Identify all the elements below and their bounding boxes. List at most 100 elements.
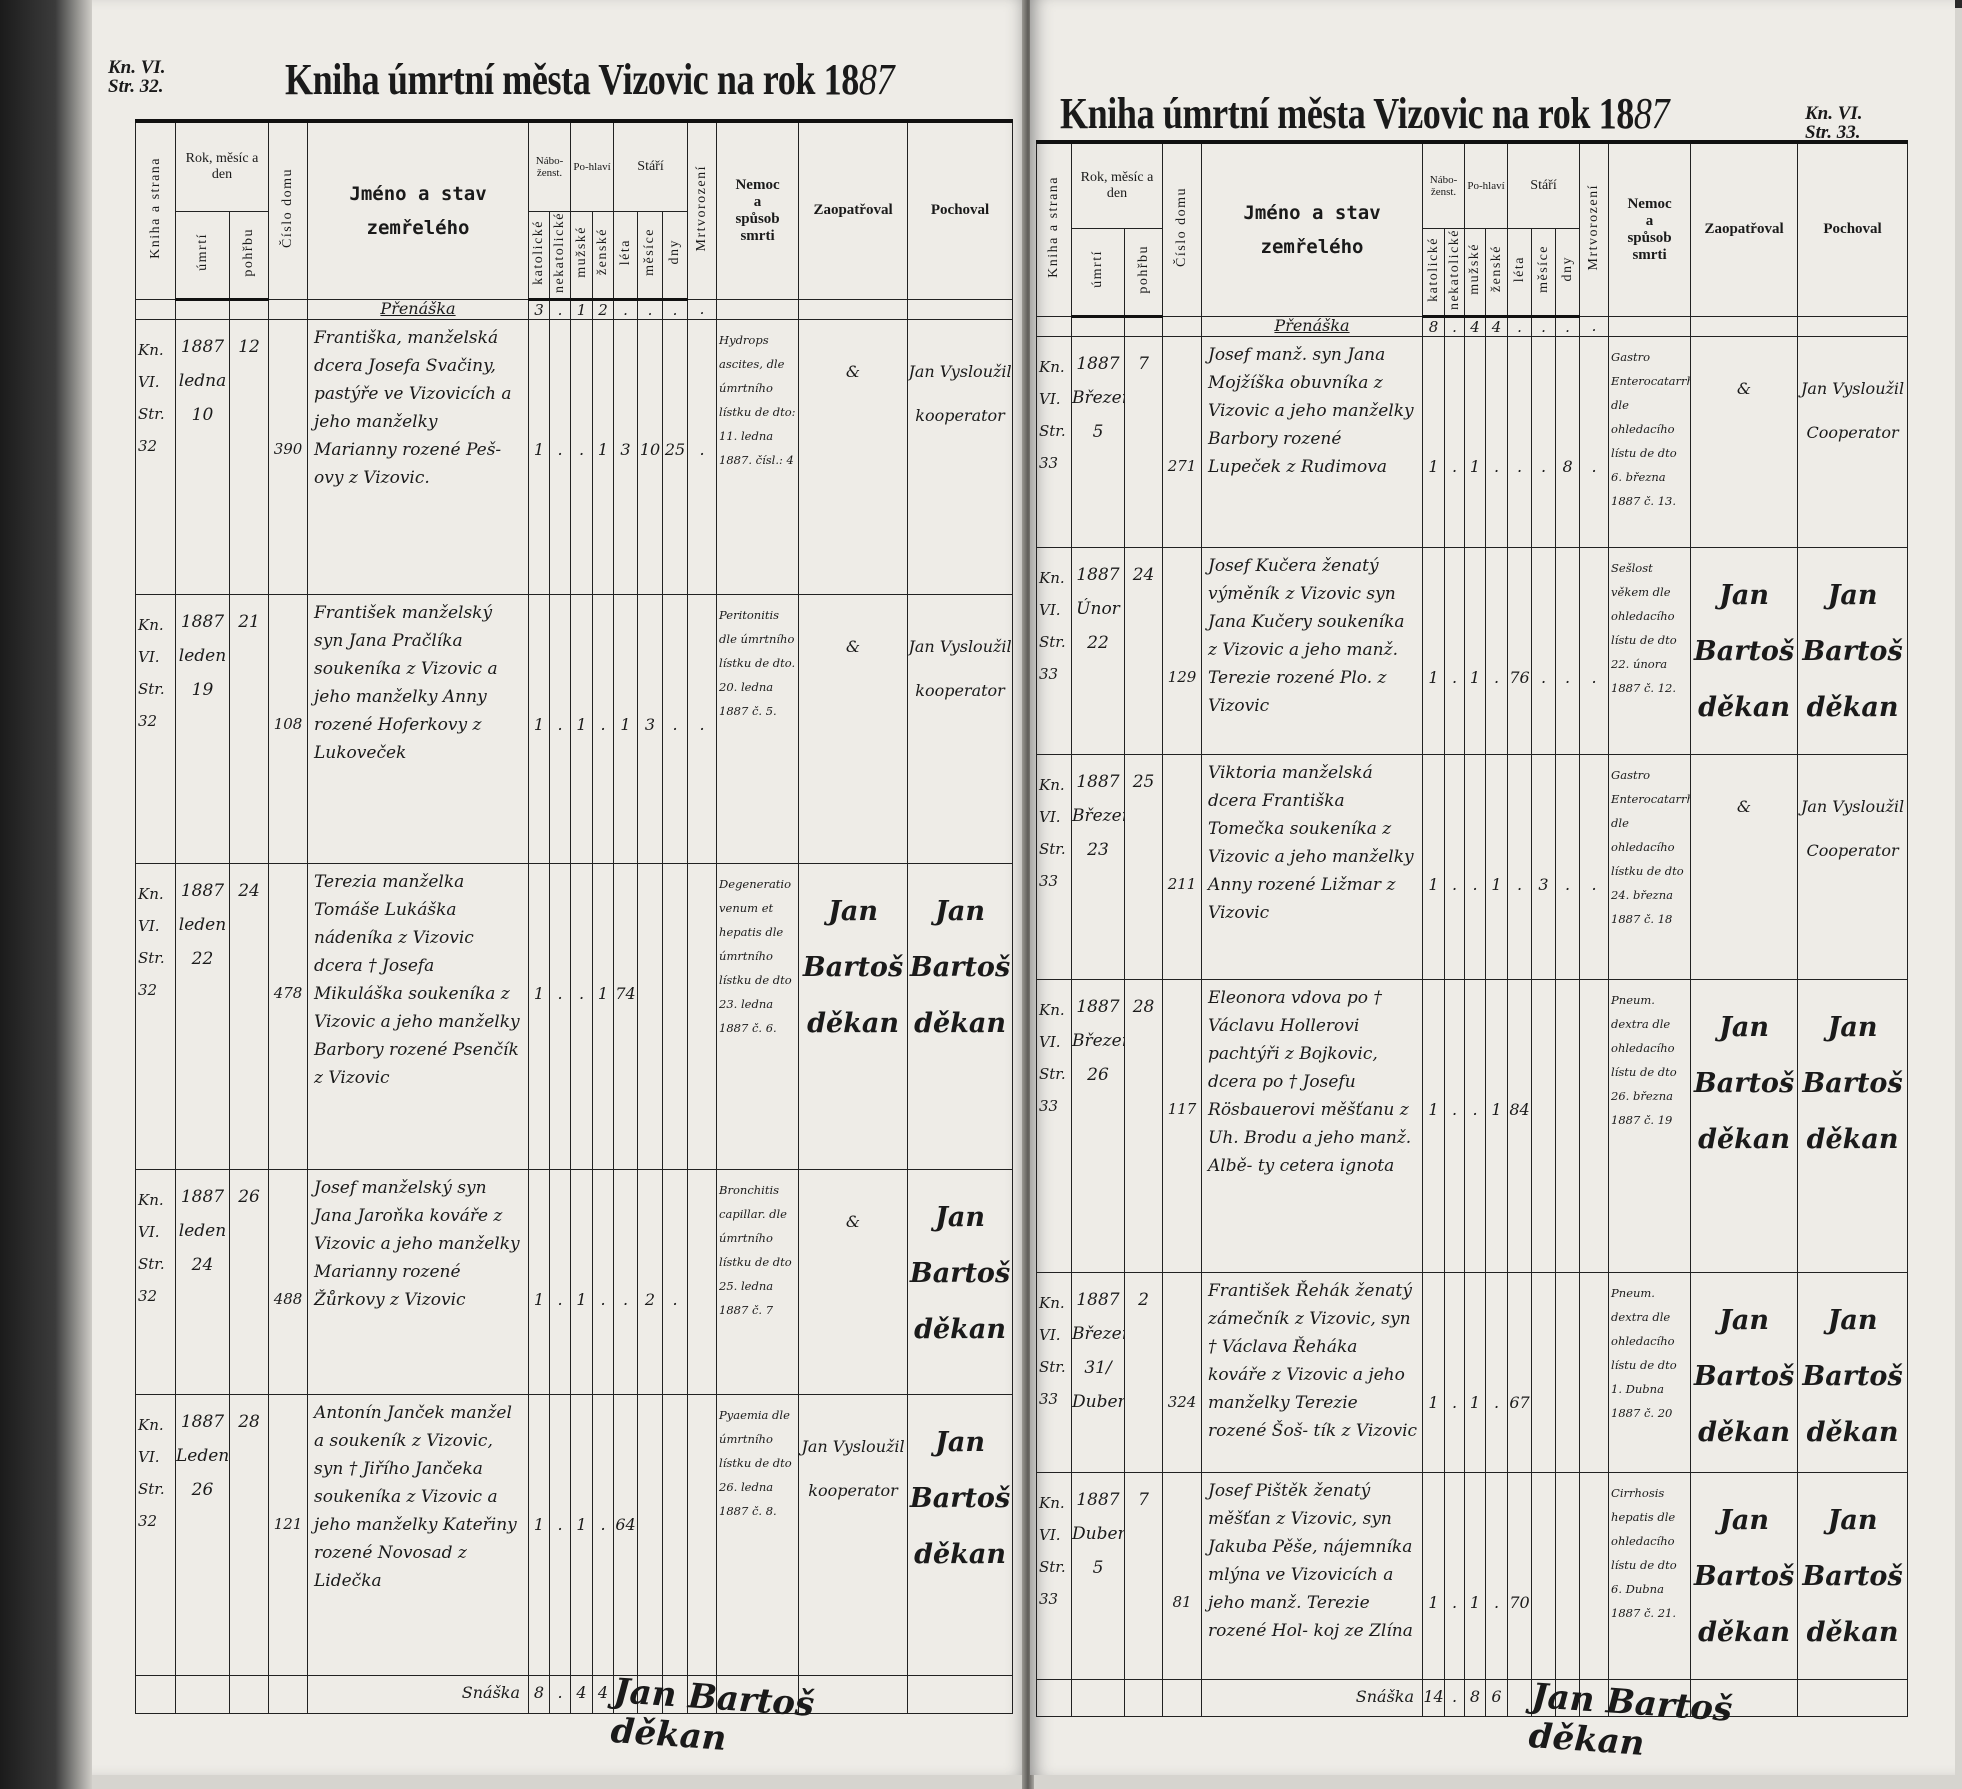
entry-kniha: Kn. VI. Str. 33 (1036, 546, 1072, 755)
entry-dny (1555, 1471, 1581, 1680)
entry-zaopatroval: Jan Bartoš děkan (798, 862, 909, 1170)
col-mrtvorozeni-label: Mrtvorození (1586, 184, 1602, 271)
col-nemoc: Nemoc a spůsob smrti (716, 120, 800, 300)
page-reference: Kn. VI. Str. 32. (108, 58, 166, 96)
col-nekatolicke-label: nekatolické (552, 211, 568, 293)
entry-mesice (1531, 978, 1557, 1273)
entry-muzske: 1 (1464, 1471, 1487, 1680)
empty-cell (175, 298, 230, 320)
entry-umrti: 1887 Duben 5 (1071, 1471, 1125, 1680)
entry-cislo-domu: 108 (268, 593, 309, 864)
col-muzske: mužské (570, 210, 594, 301)
entry-kniha: Kn. VI. Str. 32 (135, 862, 176, 1170)
entry-mrtvorozeni: . (1579, 335, 1610, 548)
title-printed: Kniha úmrtní města Vizovic na rok 18 (285, 55, 859, 104)
empty-cell (1123, 1678, 1164, 1717)
col-cislo-domu: Číslo domu (1162, 141, 1203, 317)
col-stari: Stáří (613, 120, 689, 212)
col-stari-label: Stáří (637, 158, 664, 174)
entry-pohrbu: 25 (1123, 753, 1164, 980)
carry-over-muzske: 1 (570, 298, 594, 320)
entry-umrti: 1887 Březen 23 (1071, 753, 1125, 980)
col-mesice: měsíce (1531, 227, 1557, 318)
entry-pochoval: Jan Bartoš děkan (1797, 1471, 1909, 1680)
entry-mesice (637, 1393, 664, 1676)
entry-zenske: . (1485, 546, 1509, 755)
entry-zaopatroval: Jan Vysloužil kooperator (798, 1393, 909, 1676)
header-row-top: Kniha a strana Rok, měsíc a den Číslo domu… (1036, 141, 1909, 317)
entry-zaopatroval: Jan Bartoš děkan (1690, 1271, 1799, 1473)
entry-mrtvorozeni: . (1579, 546, 1610, 755)
col-nabozenstvi: Nábo-ženst. (1422, 141, 1466, 229)
title-printed: Kniha úmrtní města Vizovic na rok 18 (1060, 89, 1634, 138)
col-zaopatroval-label: Zaopatřoval (1704, 221, 1784, 238)
entry-leta: 3 (613, 318, 639, 595)
entry-katolicke: 1 (1422, 978, 1446, 1273)
empty-cell (135, 298, 176, 320)
entry-mrtvorozeni (1579, 1471, 1610, 1680)
entry-mesice: 2 (637, 1168, 664, 1395)
entry-katolicke: 1 (1422, 753, 1446, 980)
entry-jmeno: Josef Kučera ženatý výměník z Vizovic sy… (1201, 546, 1424, 755)
col-jmeno-a-stav: Jméno a stav zemřelého (1201, 141, 1424, 317)
col-leta-label: léta (617, 238, 633, 266)
entry-pochoval: Jan Vysloužil Cooperator (1797, 335, 1909, 548)
col-zaopatroval-label: Zaopatřoval (813, 202, 893, 219)
entry-nekatolicke: . (1444, 335, 1466, 548)
entry-katolicke: 1 (1422, 335, 1446, 548)
entry-zaopatroval: Jan Bartoš děkan (1690, 1471, 1799, 1680)
entry-nemoc: Cirrhosis hepatis dle ohledacího lístu d… (1608, 1471, 1692, 1680)
entry-jmeno: Eleonora vdova po † Václavu Hollerovi pa… (1201, 978, 1424, 1273)
carry-over-label: Přenáška (307, 298, 530, 320)
sum-row: Snáška 8. 4 4 (135, 1674, 1014, 1714)
empty-cell (1507, 1678, 1533, 1717)
sum-row: Snáška 14. 8 6 (1036, 1678, 1909, 1717)
entry-zaopatroval: Jan Bartoš děkan (1690, 978, 1799, 1273)
entry-nekatolicke: . (1444, 546, 1466, 755)
entry-leta: 64 (613, 1393, 639, 1676)
entry-leta: 74 (613, 862, 639, 1170)
entry-zenske: 1 (592, 318, 615, 595)
col-zenske: ženské (592, 210, 615, 301)
col-mesice-label: měsíce (642, 228, 658, 276)
entry-nemoc: Bronchitis capillar. dle úmrtního lístku… (716, 1168, 800, 1395)
entry-mrtvorozeni (1579, 978, 1610, 1273)
empty-cell (798, 1674, 909, 1714)
empty-cell (907, 1674, 1014, 1714)
col-pohlavi: Po-hlaví (570, 120, 615, 212)
sum-muzske: 8 (1464, 1678, 1487, 1717)
entry-umrti: 1887 Březen 26 (1071, 978, 1125, 1273)
col-muzske-label: mužské (573, 226, 589, 278)
col-kniha-a-strana: Kniha a strana (1036, 141, 1072, 317)
entry-mesice (1531, 1471, 1557, 1680)
col-muzske: mužské (1464, 227, 1487, 318)
empty-cell (1036, 315, 1072, 337)
col-mesice-label: měsíce (1535, 245, 1551, 293)
carry-over-leta: . (613, 298, 639, 320)
entry-kniha: Kn. VI. Str. 33 (1036, 753, 1072, 980)
entry-muzske: 1 (570, 593, 594, 864)
entry-mesice: . (1531, 335, 1557, 548)
col-nabozenstvi-label: Nábo-ženst. (1429, 173, 1458, 198)
carry-over-leta: . (1507, 315, 1533, 337)
entry-pohrbu: 7 (1123, 335, 1164, 548)
col-nemoc-label: smrti (1632, 246, 1667, 263)
entry-leta: 67 (1507, 1271, 1533, 1473)
carry-over-mrtvorozeni: . (687, 298, 718, 320)
col-dny: dny (1555, 227, 1581, 318)
sum-zenske: 6 (1485, 1678, 1509, 1717)
col-jmeno-a-stav-label: Jméno a stav (1243, 201, 1381, 224)
entry-leta: 1 (613, 593, 639, 864)
entry-jmeno: Josef manž. syn Jana Mojžíška obuvníka z… (1201, 335, 1424, 548)
carry-over-katolicke: 8 (1422, 315, 1446, 337)
col-leta: léta (1507, 227, 1533, 318)
col-umrti: úmrtí (1071, 227, 1125, 318)
entry-jmeno: Antonín Janček manžel a soukeník z Vizov… (307, 1393, 530, 1676)
col-nemoc-label: Nemoc (1627, 195, 1672, 212)
entry-leta: . (1507, 335, 1533, 548)
col-rok-mesic-den-label: Rok, měsíc a den (185, 150, 259, 182)
empty-cell (1608, 1678, 1692, 1717)
carry-over-zenske: 2 (592, 298, 615, 320)
entry-zenske: 1 (1485, 978, 1509, 1273)
entry-kniha: Kn. VI. Str. 32 (135, 1168, 176, 1395)
